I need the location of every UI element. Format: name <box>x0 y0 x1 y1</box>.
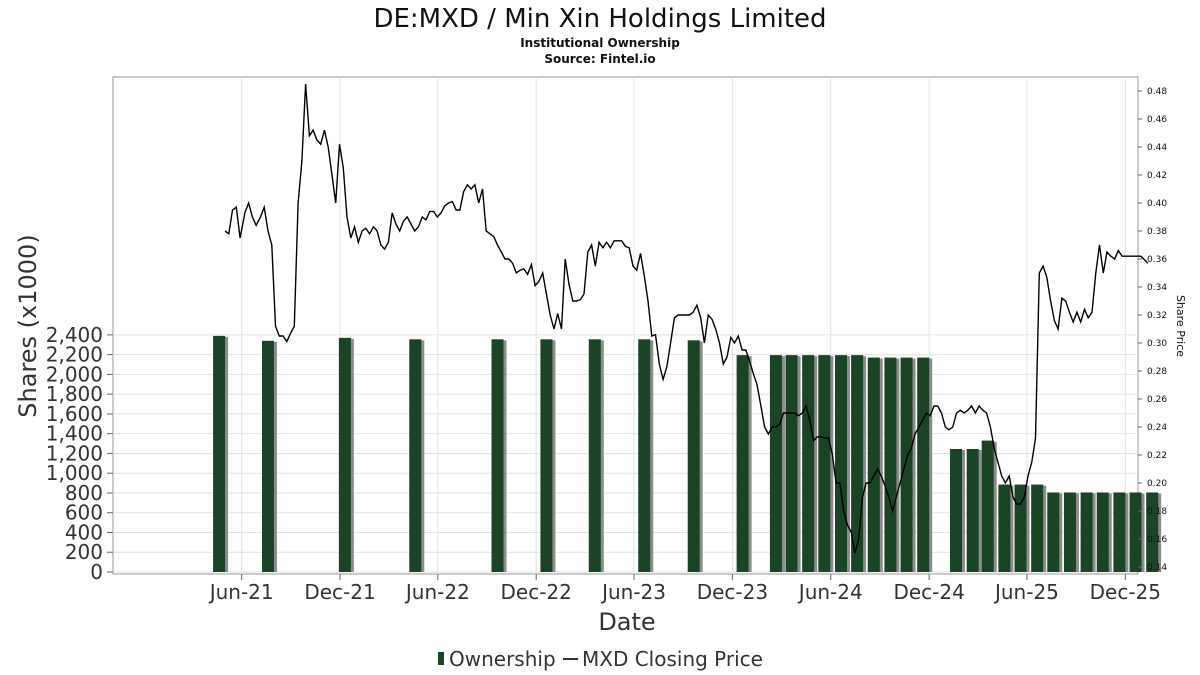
ownership-bar <box>638 339 651 572</box>
ownership-bar <box>540 339 553 572</box>
ownership-bar <box>769 355 782 572</box>
ownership-bar <box>966 448 979 572</box>
ownership-bar <box>802 355 815 572</box>
ownership-bar <box>687 340 700 572</box>
ownership-bar <box>213 335 226 572</box>
ownership-bar <box>818 355 831 572</box>
ownership-bar <box>1129 492 1142 572</box>
legend-price-label: MXD Closing Price <box>582 647 763 671</box>
y2-tick-label: 0.18 <box>1147 507 1167 517</box>
y2-tick-label: 0.38 <box>1147 227 1167 237</box>
y-tick-label: 2,200 <box>46 343 103 367</box>
y2-tick-label: 0.40 <box>1147 199 1167 209</box>
ownership-bar <box>1080 492 1093 572</box>
y2-tick-label: 0.28 <box>1147 367 1167 377</box>
y-tick-label: 1,600 <box>46 402 103 426</box>
ownership-bar <box>338 337 351 572</box>
ownership-bar <box>998 484 1011 572</box>
axes: 02004006008001,0001,2001,4001,6001,8002,… <box>46 87 1168 604</box>
y2-tick-label: 0.16 <box>1147 535 1167 545</box>
y2-tick-label: 0.32 <box>1147 311 1167 321</box>
x-tick-label: Dec-25 <box>1090 580 1161 604</box>
y2-tick-label: 0.46 <box>1147 115 1167 125</box>
y2-axis-label: Share Price <box>1174 295 1187 357</box>
y-axis-label: Shares (x1000) <box>14 234 42 417</box>
ownership-bar <box>491 339 504 572</box>
price-line <box>224 83 1149 554</box>
y2-tick-label: 0.20 <box>1147 479 1167 489</box>
ownership-bar <box>588 339 601 572</box>
y-tick-label: 200 <box>65 540 103 564</box>
x-tick-label: Dec-22 <box>501 580 572 604</box>
ownership-bar <box>834 355 847 572</box>
legend-ownership-label: Ownership <box>449 647 556 671</box>
y-tick-label: 0 <box>90 560 103 584</box>
x-tick-label: Dec-24 <box>893 580 964 604</box>
ownership-bars <box>213 335 1162 572</box>
x-tick-label: Jun-25 <box>993 580 1059 604</box>
y2-tick-label: 0.22 <box>1147 451 1167 461</box>
ownership-bar <box>1096 492 1109 572</box>
ownership-bar <box>884 357 897 572</box>
y2-tick-label: 0.26 <box>1147 395 1167 405</box>
ownership-bar <box>785 355 798 572</box>
y-tick-label: 1,200 <box>46 441 103 465</box>
y2-tick-label: 0.24 <box>1147 423 1167 433</box>
legend: Ownership MXD Closing Price <box>438 647 763 671</box>
x-tick-label: Jun-21 <box>208 580 274 604</box>
y-tick-label: 1,800 <box>46 382 103 406</box>
y-tick-label: 2,400 <box>46 323 103 347</box>
ownership-bar <box>867 357 880 572</box>
y2-tick-label: 0.14 <box>1147 563 1167 573</box>
x-tick-label: Jun-24 <box>797 580 863 604</box>
y2-tick-label: 0.44 <box>1147 143 1167 153</box>
y-tick-label: 800 <box>65 481 103 505</box>
ownership-bar <box>1113 492 1126 572</box>
y2-tick-label: 0.36 <box>1147 255 1167 265</box>
y2-tick-label: 0.42 <box>1147 171 1167 181</box>
ownership-bar <box>1047 492 1060 572</box>
x-tick-label: Dec-21 <box>304 580 375 604</box>
x-axis-label: Date <box>598 608 655 636</box>
ownership-bar <box>917 357 930 572</box>
ownership-bar <box>981 440 994 572</box>
ownership-bar <box>736 355 749 572</box>
y-tick-label: 600 <box>65 501 103 525</box>
ownership-bar <box>409 339 422 572</box>
legend-ownership-swatch <box>438 652 444 665</box>
y-tick-label: 400 <box>65 520 103 544</box>
ownership-bar <box>1031 484 1044 572</box>
chart-title: DE:MXD / Min Xin Holdings Limited <box>373 4 826 34</box>
x-tick-label: Dec-23 <box>697 580 768 604</box>
y2-tick-label: 0.34 <box>1147 283 1167 293</box>
ownership-bar <box>900 357 913 572</box>
x-tick-label: Jun-23 <box>600 580 666 604</box>
y2-tick-label: 0.48 <box>1147 87 1167 97</box>
ownership-bar <box>1146 492 1159 572</box>
y-tick-label: 1,000 <box>46 461 103 485</box>
y-tick-label: 2,000 <box>46 362 103 386</box>
ownership-bar <box>1014 484 1027 572</box>
ownership-bar <box>950 448 962 572</box>
ownership-bar <box>262 340 274 572</box>
x-tick-label: Jun-22 <box>404 580 470 604</box>
y-tick-label: 1,400 <box>46 422 103 446</box>
chart-subtitle: Institutional Ownership <box>520 36 680 50</box>
chart-source: Source: Fintel.io <box>544 52 655 66</box>
ownership-bar <box>1063 492 1076 572</box>
y2-tick-label: 0.30 <box>1147 339 1167 349</box>
